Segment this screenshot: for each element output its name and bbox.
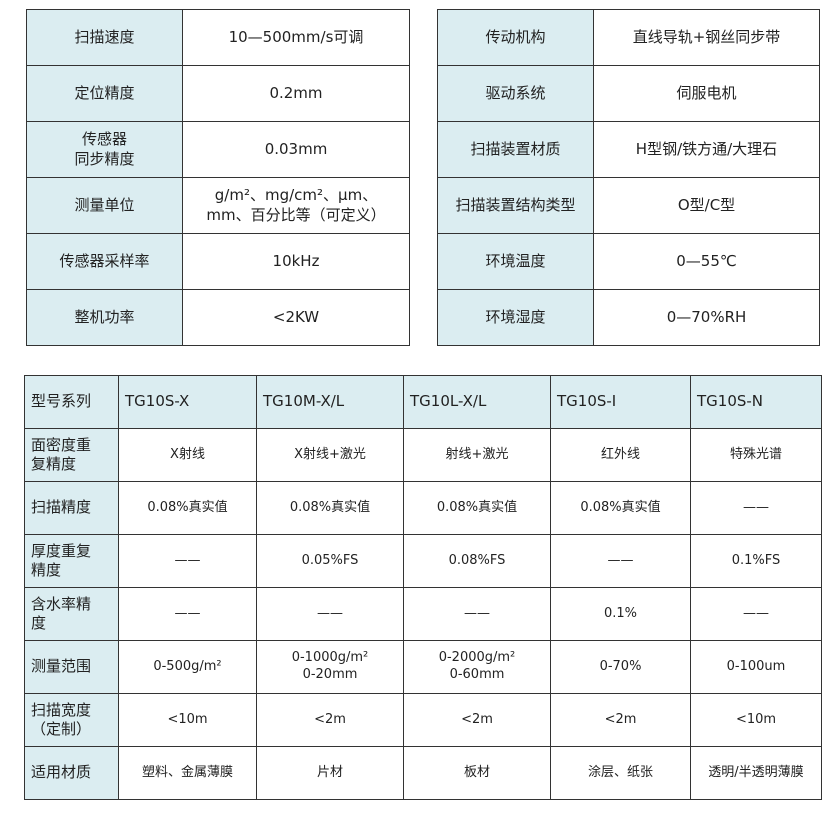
- spec-value: 10—500mm/s可调: [182, 9, 410, 66]
- table-cell: 0.1%: [550, 587, 691, 641]
- spec-label: 环境温度: [437, 233, 594, 290]
- table-cell: 射线+激光: [403, 428, 551, 482]
- table-cell: 0.08%真实值: [550, 481, 691, 535]
- table-cell: 0-100um: [690, 640, 822, 694]
- spec-row: 定位精度 0.2mm: [26, 65, 410, 122]
- model-header: TG10L-X/L: [403, 375, 551, 429]
- table-cell: ——: [690, 587, 822, 641]
- spec-value: H型钢/铁方通/大理石: [593, 121, 820, 178]
- table-cell: 0-2000g/m² 0-60mm: [403, 640, 551, 694]
- row-label: 含水率精 度: [24, 587, 119, 641]
- model-comparison-table: 型号系列 TG10S-X TG10M-X/L TG10L-X/L TG10S-I TG10…: [24, 375, 822, 800]
- table-cell: 透明/半透明薄膜: [690, 746, 822, 800]
- spec-row: 环境湿度 0—70%RH: [437, 289, 820, 346]
- row-label: 面密度重 复精度: [24, 428, 119, 482]
- spec-row: 扫描装置材质 H型钢/铁方通/大理石: [437, 121, 820, 178]
- spec-value: g/m²、mg/cm²、μm、 mm、百分比等（可定义）: [182, 177, 410, 234]
- spec-value: 0—70%RH: [593, 289, 820, 346]
- table-cell: 涂层、纸张: [550, 746, 691, 800]
- spec-label: 驱动系统: [437, 65, 594, 122]
- model-header: TG10S-X: [118, 375, 257, 429]
- spec-label: 扫描速度: [26, 9, 183, 66]
- spec-label: 传感器 同步精度: [26, 121, 183, 178]
- spec-label: 传感器采样率: [26, 233, 183, 290]
- spec-value: <2KW: [182, 289, 410, 346]
- spec-row: 扫描速度 10—500mm/s可调: [26, 9, 410, 66]
- model-header: TG10M-X/L: [256, 375, 404, 429]
- spec-row: 环境温度 0—55℃: [437, 233, 820, 290]
- table-row: 含水率精 度 —— —— —— 0.1% ——: [24, 587, 822, 641]
- table-cell: X射线: [118, 428, 257, 482]
- spec-value: 0.2mm: [182, 65, 410, 122]
- table-row: 适用材质 塑料、金属薄膜 片材 板材 涂层、纸张 透明/半透明薄膜: [24, 746, 822, 800]
- table-cell: 0.08%真实值: [118, 481, 257, 535]
- spec-table-left: 扫描速度 10—500mm/s可调 定位精度 0.2mm 传感器 同步精度 0.03mm 测…: [26, 9, 410, 346]
- table-row: 扫描精度 0.08%真实值 0.08%真实值 0.08%真实值 0.08%真实值 ——: [24, 481, 822, 535]
- spec-row: 传感器采样率 10kHz: [26, 233, 410, 290]
- table-cell: 0-500g/m²: [118, 640, 257, 694]
- spec-value: 10kHz: [182, 233, 410, 290]
- table-cell: 片材: [256, 746, 404, 800]
- spec-table-right: 传动机构 直线导轨+钢丝同步带 驱动系统 伺服电机 扫描装置材质 H型钢/铁方通/大理石扫…: [437, 9, 820, 346]
- table-cell: 0.08%FS: [403, 534, 551, 588]
- spec-label: 环境湿度: [437, 289, 594, 346]
- row-header-title: 型号系列: [24, 375, 119, 429]
- row-label: 扫描精度: [24, 481, 119, 535]
- spec-label: 扫描装置结构类型: [437, 177, 594, 234]
- table-row: 扫描宽度 （定制） <10m <2m <2m <2m <10m: [24, 693, 822, 747]
- spec-row: 测量单位 g/m²、mg/cm²、μm、 mm、百分比等（可定义）: [26, 177, 410, 234]
- spec-value: 直线导轨+钢丝同步带: [593, 9, 820, 66]
- row-label: 适用材质: [24, 746, 119, 800]
- spec-label: 扫描装置材质: [437, 121, 594, 178]
- table-cell: <2m: [256, 693, 404, 747]
- spec-label: 定位精度: [26, 65, 183, 122]
- table-cell: 红外线: [550, 428, 691, 482]
- model-header: TG10S-N: [690, 375, 822, 429]
- table-cell: <10m: [118, 693, 257, 747]
- table-cell: 0-1000g/m² 0-20mm: [256, 640, 404, 694]
- spec-value: 0—55℃: [593, 233, 820, 290]
- table-cell: 特殊光谱: [690, 428, 822, 482]
- table-cell: ——: [550, 534, 691, 588]
- header-row: 型号系列 TG10S-X TG10M-X/L TG10L-X/L TG10S-I TG10…: [24, 375, 822, 429]
- table-cell: <2m: [403, 693, 551, 747]
- table-cell: ——: [403, 587, 551, 641]
- spec-row: 传感器 同步精度 0.03mm: [26, 121, 410, 178]
- spec-label: 整机功率: [26, 289, 183, 346]
- table-cell: ——: [118, 587, 257, 641]
- table-cell: 0.1%FS: [690, 534, 822, 588]
- table-cell: ——: [690, 481, 822, 535]
- spec-value: 伺服电机: [593, 65, 820, 122]
- spec-value: 0.03mm: [182, 121, 410, 178]
- table-cell: 0.05%FS: [256, 534, 404, 588]
- spec-row: 传动机构 直线导轨+钢丝同步带: [437, 9, 820, 66]
- table-cell: ——: [118, 534, 257, 588]
- table-row: 厚度重复 精度 —— 0.05%FS 0.08%FS —— 0.1%FS: [24, 534, 822, 588]
- spec-row: 驱动系统 伺服电机: [437, 65, 820, 122]
- table-cell: X射线+激光: [256, 428, 404, 482]
- table-row: 面密度重 复精度 X射线 X射线+激光 射线+激光 红外线 特殊光谱: [24, 428, 822, 482]
- spec-label: 测量单位: [26, 177, 183, 234]
- table-cell: 0.08%真实值: [403, 481, 551, 535]
- model-header: TG10S-I: [550, 375, 691, 429]
- table-cell: 塑料、金属薄膜: [118, 746, 257, 800]
- row-label: 扫描宽度 （定制）: [24, 693, 119, 747]
- table-cell: 0.08%真实值: [256, 481, 404, 535]
- spec-value: O型/C型: [593, 177, 820, 234]
- table-cell: <10m: [690, 693, 822, 747]
- row-label: 厚度重复 精度: [24, 534, 119, 588]
- row-label: 测量范围: [24, 640, 119, 694]
- table-row: 测量范围 0-500g/m² 0-1000g/m² 0-20mm 0-2000g/m²…: [24, 640, 822, 694]
- spec-label: 传动机构: [437, 9, 594, 66]
- table-cell: <2m: [550, 693, 691, 747]
- spec-row: 扫描装置结构类型 O型/C型: [437, 177, 820, 234]
- table-cell: ——: [256, 587, 404, 641]
- table-cell: 板材: [403, 746, 551, 800]
- spec-row: 整机功率 <2KW: [26, 289, 410, 346]
- table-cell: 0-70%: [550, 640, 691, 694]
